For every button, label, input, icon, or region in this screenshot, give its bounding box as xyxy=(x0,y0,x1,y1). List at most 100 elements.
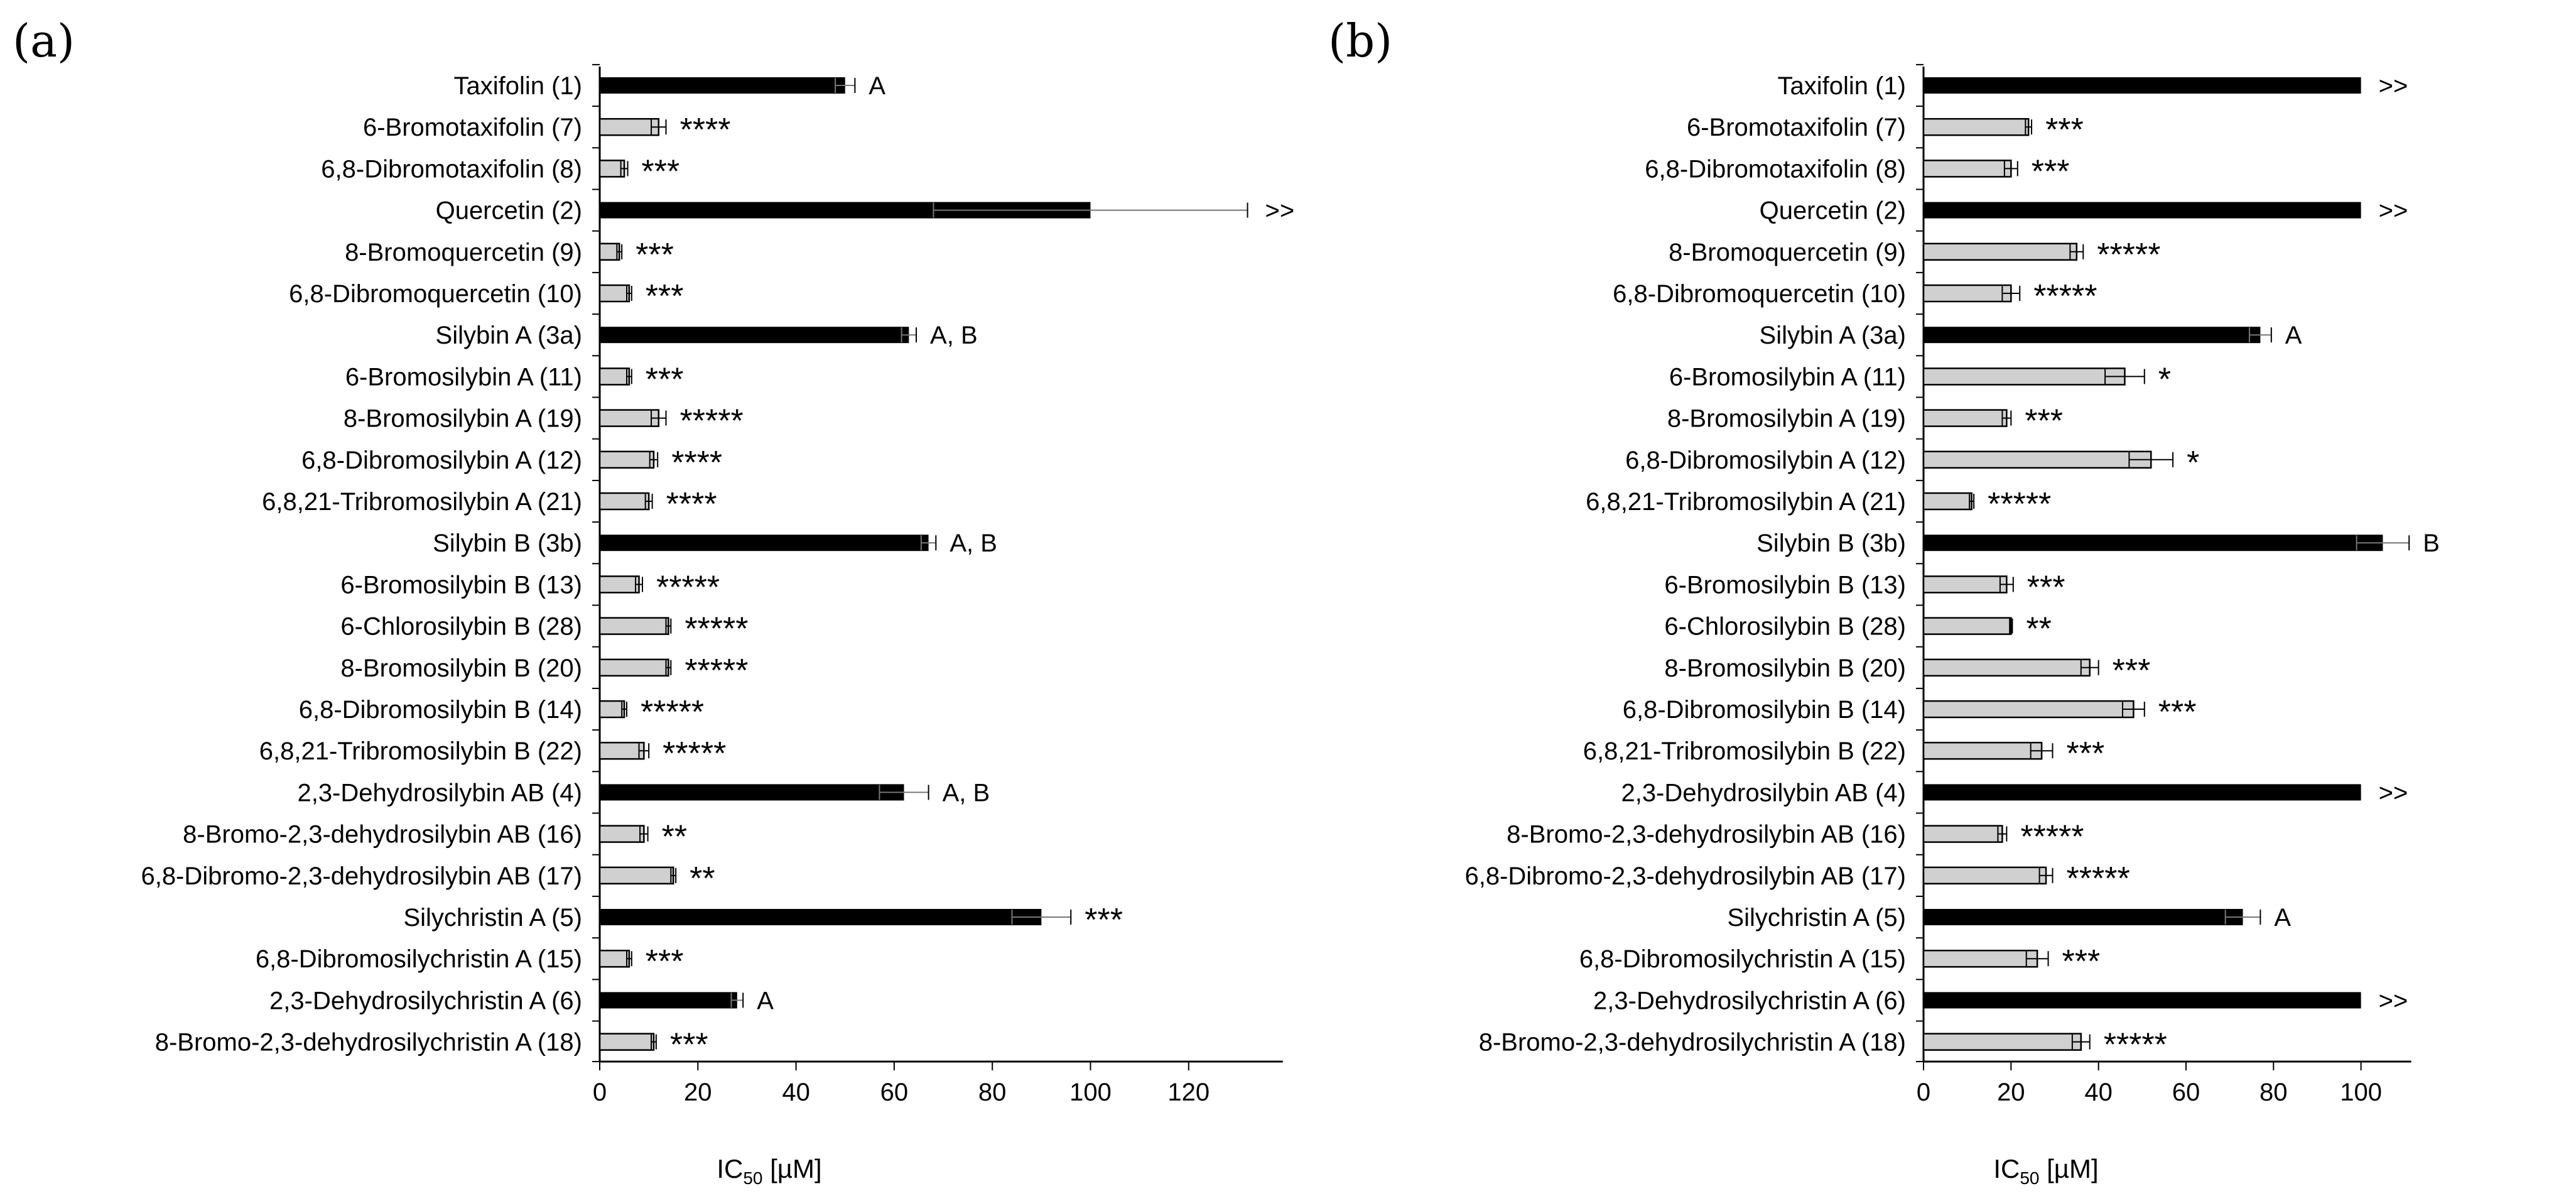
x-tick-label: 40 xyxy=(2084,1079,2113,1106)
bar xyxy=(600,784,904,801)
category-label: 8-Bromo-2,3-dehydrosilybin AB (16) xyxy=(183,821,582,849)
category-label: 6,8,21-Tribromosilybin A (21) xyxy=(1586,488,1906,516)
bar xyxy=(1922,1033,2082,1051)
significance-annotation: ***** xyxy=(2020,819,2084,856)
x-tick-label: 60 xyxy=(880,1079,909,1106)
significance-annotation: **** xyxy=(671,445,722,481)
category-label: 6-Bromosilybin B (13) xyxy=(1664,571,1906,599)
bar xyxy=(600,535,929,552)
x-axis-title: IC50 [µM] xyxy=(717,1154,821,1188)
bar xyxy=(1922,866,2047,885)
category-label: Silychristin A (5) xyxy=(403,904,582,932)
category-label: 6,8-Dibromotaxifolin (8) xyxy=(321,155,582,183)
significance-annotation: *** xyxy=(646,361,684,398)
bar xyxy=(598,117,660,136)
category-label: Silybin B (3b) xyxy=(1756,530,1906,557)
category-label: 8-Bromoquercetin (9) xyxy=(345,239,582,266)
bar xyxy=(598,367,630,386)
category-label: 6,8,21-Tribromosilybin A (21) xyxy=(262,488,582,516)
category-label: 2,3-Dehydrosilychristin A (6) xyxy=(269,987,582,1014)
significance-annotation: ** xyxy=(690,861,715,897)
category-label: 6,8,21-Tribromosilybin B (22) xyxy=(259,737,582,765)
bar xyxy=(600,909,1042,925)
bar xyxy=(600,77,845,94)
significance-annotation: *** xyxy=(2027,569,2065,606)
bar xyxy=(600,327,909,344)
bar xyxy=(1922,741,2043,760)
panel-letter: (a) xyxy=(13,14,75,67)
category-label: 6,8,21-Tribromosilybin B (22) xyxy=(1583,737,1906,765)
bar xyxy=(1924,77,2361,94)
bar xyxy=(1922,409,2008,427)
bar xyxy=(598,575,640,594)
category-label: Quercetin (2) xyxy=(1760,197,1906,225)
significance-annotation: ***** xyxy=(663,736,726,772)
category-label: 6,8-Dibromosilybin B (14) xyxy=(1623,696,1906,724)
bar xyxy=(600,992,737,1009)
bar xyxy=(1922,284,2012,303)
significance-annotation: ***** xyxy=(2104,1027,2167,1063)
x-axis-title-unit: [µM] xyxy=(2039,1154,2098,1183)
bar xyxy=(598,949,630,968)
category-label: 2,3-Dehydrosilychristin A (6) xyxy=(1593,987,1906,1014)
category-label: 8-Bromosilybin A (19) xyxy=(1667,405,1906,433)
bar xyxy=(598,700,625,719)
significance-annotation: * xyxy=(2187,445,2199,481)
x-tick-label: 60 xyxy=(2172,1079,2200,1106)
category-label: 8-Bromo-2,3-dehydrosilybin AB (16) xyxy=(1507,821,1906,849)
category-label: 6-Bromotaxifolin (7) xyxy=(1687,114,1906,141)
significance-annotation: **** xyxy=(666,486,717,523)
category-label: 6,8-Dibromo-2,3-dehydrosilybin AB (17) xyxy=(141,862,582,890)
bar xyxy=(598,409,660,427)
panel-b: (b) 0 20 40 60 80 100 Taxifolin (1) >> 6-Bromotax… xyxy=(1328,14,2440,1188)
category-label: 6,8-Dibromosilybin A (12) xyxy=(301,447,582,474)
significance-annotation: *** xyxy=(646,943,684,980)
x-axis-title-subscript: 50 xyxy=(743,1168,762,1188)
category-label: 8-Bromoquercetin (9) xyxy=(1669,239,1906,266)
x-tick-label: 20 xyxy=(1997,1079,2025,1106)
significance-annotation: *** xyxy=(646,278,684,315)
category-label: 2,3-Dehydrosilybin AB (4) xyxy=(1621,779,1906,807)
significance-annotation: *** xyxy=(670,1027,708,1063)
x-axis-title: IC50 [µM] xyxy=(1993,1154,2098,1188)
x-tick-label: 0 xyxy=(593,1079,607,1106)
category-label: 6,8-Dibromoquercetin (10) xyxy=(1613,280,1906,308)
category-label: Quercetin (2) xyxy=(436,197,582,225)
significance-annotation: A xyxy=(2274,904,2291,932)
category-label: 8-Bromo-2,3-dehydrosilychristin A (18) xyxy=(1479,1029,1906,1057)
significance-annotation: ** xyxy=(2026,611,2051,648)
category-label: 6,8-Dibromosilychristin A (15) xyxy=(1579,945,1906,973)
x-tick-label: 100 xyxy=(1069,1079,1112,1106)
significance-annotation: >> xyxy=(2379,987,2408,1014)
category-label: 8-Bromo-2,3-dehydrosilychristin A (18) xyxy=(155,1029,582,1057)
bar xyxy=(1922,700,2135,719)
x-tick-label: 100 xyxy=(2340,1079,2382,1106)
significance-annotation: A xyxy=(2285,322,2302,349)
significance-annotation: *** xyxy=(2045,112,2084,148)
bar xyxy=(1922,117,2030,136)
significance-annotation: ***** xyxy=(680,403,744,440)
significance-annotation: ** xyxy=(662,819,687,856)
bar xyxy=(1922,160,2012,178)
category-label: Silybin B (3b) xyxy=(433,530,582,557)
category-label: 8-Bromosilybin A (19) xyxy=(344,405,582,433)
significance-annotation: *** xyxy=(642,153,680,190)
significance-annotation: A, B xyxy=(950,530,997,557)
significance-annotation: ***** xyxy=(685,611,748,648)
panel-a: (a) 0 20 40 60 80 100 120 Taxifolin (1) A 6-Bromot… xyxy=(13,14,1294,1188)
category-label: Silychristin A (5) xyxy=(1727,904,1906,932)
significance-annotation: *** xyxy=(2025,403,2063,440)
bar xyxy=(1922,367,2126,386)
bar xyxy=(1922,242,2078,261)
bar xyxy=(1922,617,2012,635)
x-tick-label: 120 xyxy=(1167,1079,1210,1106)
significance-annotation: A, B xyxy=(930,322,978,349)
bar xyxy=(1924,909,2243,925)
significance-annotation: *** xyxy=(2113,653,2151,689)
significance-annotation: *** xyxy=(636,237,674,273)
significance-annotation: >> xyxy=(2379,72,2408,100)
category-label: 8-Bromosilybin B (20) xyxy=(340,655,582,682)
bar xyxy=(1922,492,1973,511)
bar xyxy=(1922,450,2152,469)
significance-annotation: *** xyxy=(2032,153,2070,190)
